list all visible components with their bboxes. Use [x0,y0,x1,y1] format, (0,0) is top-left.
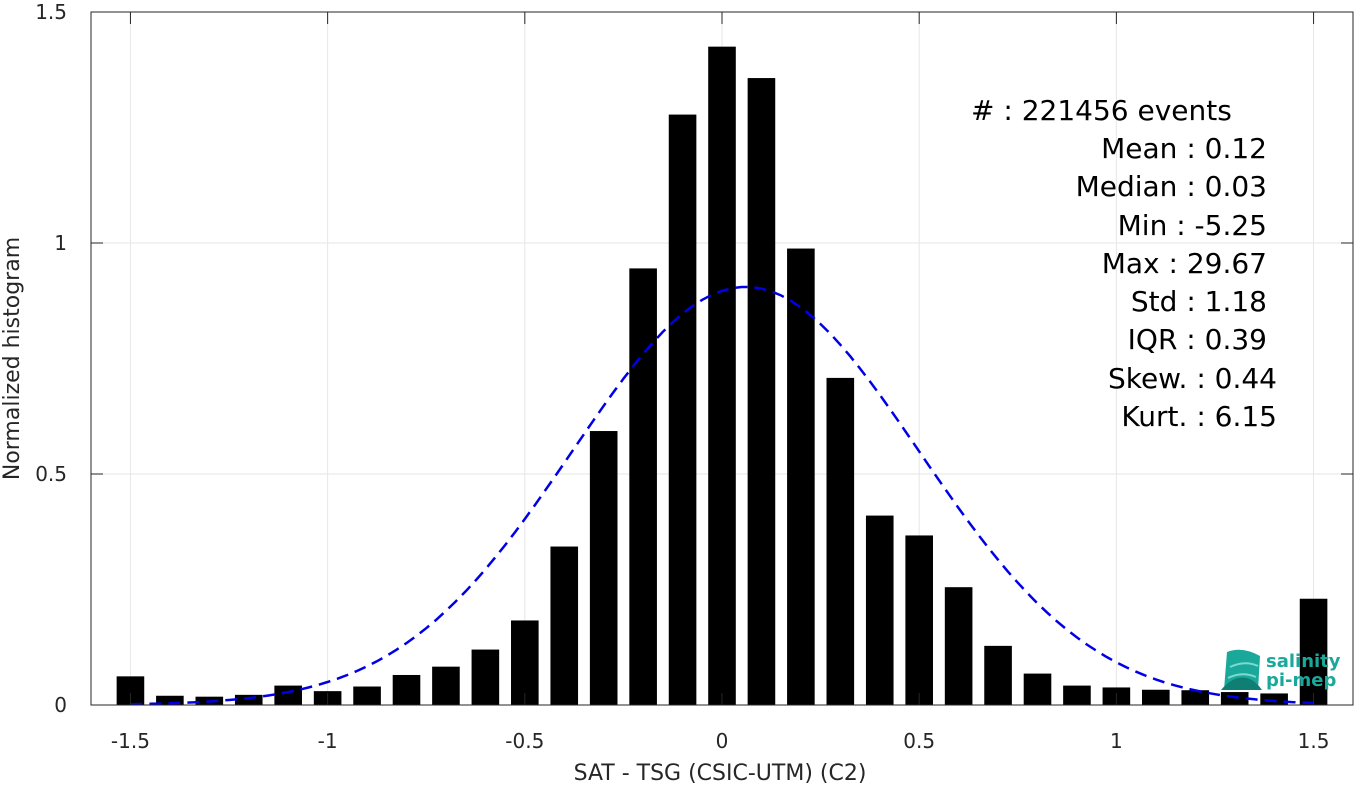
histogram-bar [234,694,263,705]
axis-ticks [91,11,1353,706]
y-tick-label: 1.5 [35,0,67,24]
histogram-bar [668,114,697,705]
histogram-bar [471,649,500,705]
x-tick-label: 0 [716,729,729,753]
histogram-bar [156,695,184,705]
histogram-bar [550,546,579,705]
histogram-bar [1220,692,1249,705]
x-tick-label: 0.5 [903,729,935,753]
histogram-bar [1023,673,1052,705]
histogram-bar [589,431,618,705]
histogram-bar [1063,685,1091,705]
histogram-bar [708,46,736,705]
salinity-pimep-logo: salinity pi-mep [1221,649,1341,691]
histogram-bar [1142,689,1170,705]
histogram-bar [274,685,302,705]
stat-skew: Skew. : 0.44 [1108,362,1277,395]
wave-logo-icon [1221,649,1262,690]
gaussian-fit-curve [130,285,1314,706]
y-tick-label: 0.5 [35,462,67,486]
histogram-bar [1299,598,1328,705]
histogram-bar [353,686,381,705]
histogram-bar [944,587,973,705]
stat-kurt: Kurt. : 6.15 [1121,400,1277,433]
histogram-bar [1181,690,1210,705]
stat-min: Min : -5.25 [1118,209,1267,242]
histogram-bar [826,377,855,705]
stat-std: Std : 1.18 [1131,285,1267,318]
histogram-bar [787,248,815,705]
x-tick-label: -1 [318,729,338,753]
y-axis-label: Normalized histogram [0,237,25,480]
x-tick-label: -1.5 [111,729,150,753]
tick-labels: -1.5 -1 -0.5 0 0.5 1 1.5 0 0.5 1 1.5 [35,0,1329,753]
histogram-bar [984,645,1012,705]
x-tick-label: 1 [1110,729,1123,753]
stats-annotation: # : 221456 events Mean : 0.12 Median : 0… [971,94,1277,433]
histogram-bar [865,515,894,705]
histogram-bar [511,620,539,705]
stat-max: Max : 29.67 [1102,247,1267,280]
x-tick-label: 1.5 [1298,729,1330,753]
histogram-bar [629,268,657,705]
stat-mean: Mean : 0.12 [1101,132,1267,165]
x-tick-label: -0.5 [505,729,544,753]
y-tick-label: 1 [54,231,67,255]
logo-text-salinity: salinity [1266,651,1341,672]
histogram-bars [116,46,1328,706]
histogram-bar [1260,693,1288,705]
stat-iqr: IQR : 0.39 [1128,323,1267,356]
histogram-bar [392,674,421,705]
y-tick-label: 0 [54,693,67,717]
histogram-bar [905,535,933,705]
x-axis-label: SAT - TSG (CSIC-UTM) (C2) [574,761,867,785]
histogram-bar [432,666,460,705]
stat-median: Median : 0.03 [1076,170,1267,203]
stat-count: # : 221456 events [971,94,1232,127]
histogram-bar [747,78,776,706]
logo-text-pimep: pi-mep [1266,670,1336,691]
